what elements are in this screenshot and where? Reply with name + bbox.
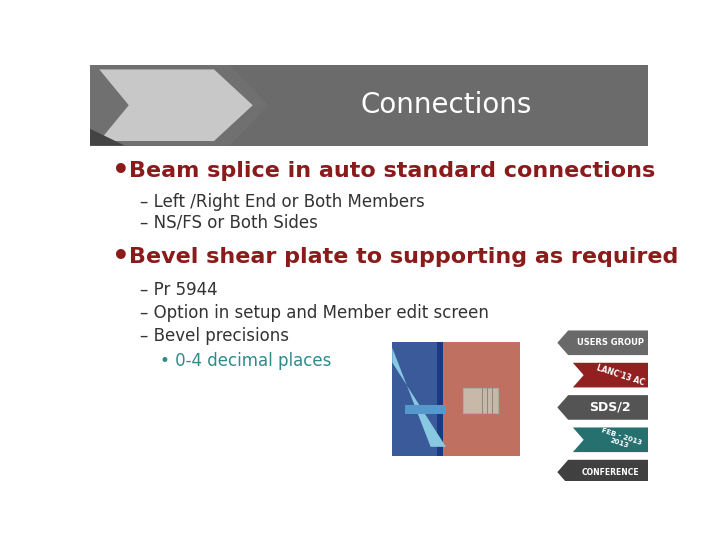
Text: – Bevel precisions: – Bevel precisions (140, 327, 289, 345)
Polygon shape (573, 428, 667, 452)
Polygon shape (557, 330, 652, 355)
Text: – Pr 5944: – Pr 5944 (140, 281, 217, 299)
Polygon shape (392, 348, 446, 447)
Text: FEB - 2013
2013: FEB - 2013 2013 (598, 427, 642, 453)
Bar (462, 388, 498, 413)
Text: SDS/2: SDS/2 (589, 401, 631, 414)
Polygon shape (437, 342, 444, 456)
Bar (90, 65, 648, 146)
Text: – Left /Right End or Both Members: – Left /Right End or Both Members (140, 193, 424, 211)
Text: – NS/FS or Both Sides: – NS/FS or Both Sides (140, 214, 318, 232)
Text: •: • (112, 244, 130, 271)
Polygon shape (90, 129, 125, 146)
Text: Beam splice in auto standard connections: Beam splice in auto standard connections (129, 161, 655, 181)
Text: •: • (112, 157, 130, 185)
Text: Bevel shear plate to supporting as required: Bevel shear plate to supporting as requi… (129, 247, 678, 267)
Text: • 0-4 decimal places: • 0-4 decimal places (160, 352, 331, 370)
Polygon shape (557, 395, 652, 420)
Polygon shape (99, 70, 253, 141)
Text: CONFERENCE: CONFERENCE (581, 468, 639, 477)
Polygon shape (405, 404, 446, 414)
Polygon shape (557, 460, 652, 484)
Text: Connections: Connections (361, 91, 532, 119)
Polygon shape (441, 342, 520, 456)
Bar (392, 342, 520, 456)
Text: – Option in setup and Member edit screen: – Option in setup and Member edit screen (140, 303, 488, 322)
Polygon shape (90, 65, 269, 146)
Text: USERS GROUP: USERS GROUP (577, 338, 644, 347)
Polygon shape (573, 363, 667, 387)
Text: LANC'13 AC: LANC'13 AC (595, 363, 645, 387)
